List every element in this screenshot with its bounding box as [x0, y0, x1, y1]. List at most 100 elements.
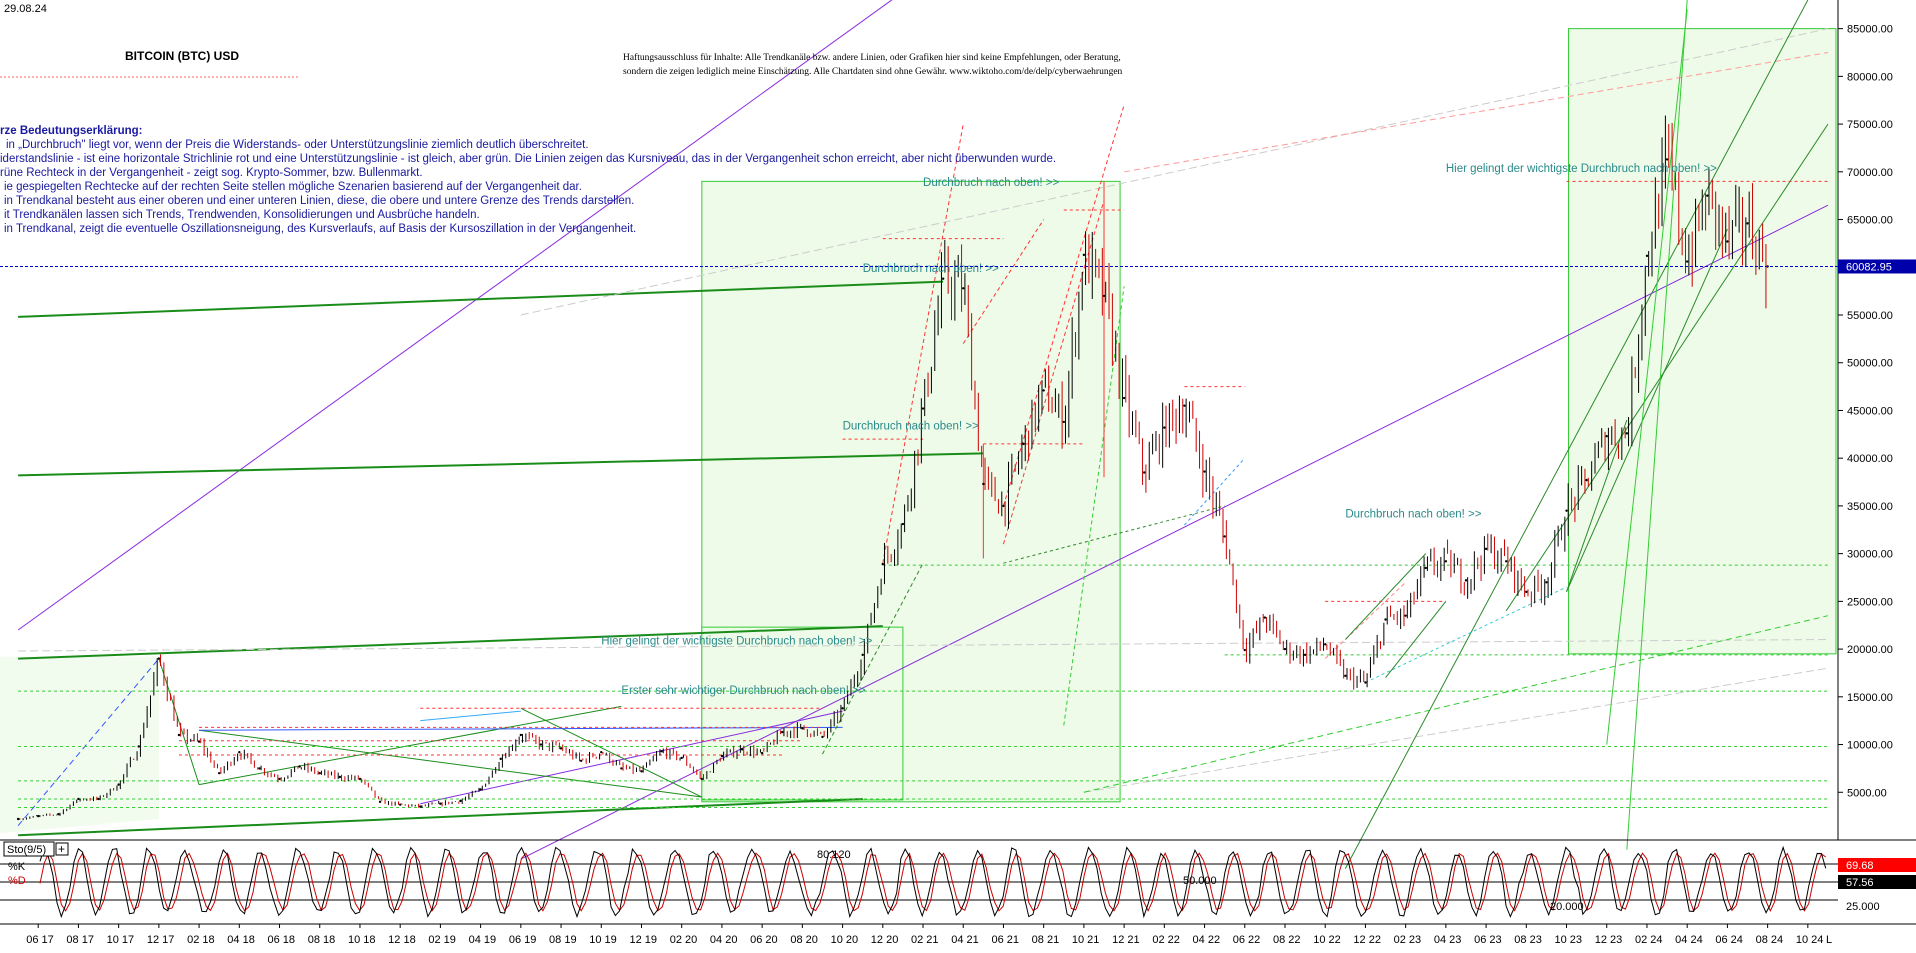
- x-tick-label: 12 21: [1112, 934, 1140, 946]
- price-point: [479, 788, 482, 791]
- x-tick-label: 04 22: [1193, 934, 1221, 946]
- price-point: [499, 757, 502, 761]
- x-tick-label: 02 24: [1635, 934, 1663, 946]
- legend-line-6: it Trendkanälen lassen sich Trends, Tren…: [4, 209, 480, 221]
- price-point: [1464, 579, 1468, 582]
- annotation-text: Durchbruch nach oben! >>: [863, 263, 999, 275]
- y-tick-label: 85000.00: [1847, 24, 1893, 36]
- price-point: [258, 767, 261, 770]
- x-tick-label: 08 23: [1514, 934, 1542, 946]
- x-tick-label: 02 19: [428, 934, 456, 946]
- price-point: [398, 803, 402, 806]
- bear-line: [158, 658, 200, 785]
- x-tick-label: 10 20: [831, 934, 859, 946]
- y-tick-label: 45000.00: [1847, 405, 1893, 417]
- price-point: [861, 653, 864, 657]
- y-tick-label: 50000.00: [1847, 358, 1893, 370]
- price-point: [358, 777, 362, 781]
- y-tick-label: 25000.00: [1847, 596, 1893, 608]
- price-point: [559, 747, 563, 750]
- x-tick-label: 04 23: [1434, 934, 1462, 946]
- y-tick-label: 75000.00: [1847, 119, 1893, 131]
- x-tick-label: 12 19: [629, 934, 657, 946]
- x-tick-label: 06 20: [750, 934, 778, 946]
- x-tick-label: 06 23: [1474, 934, 1502, 946]
- osc-k-line: [39, 845, 1827, 919]
- channel-2024-upper: [1344, 0, 1809, 869]
- price-point: [519, 733, 523, 737]
- annotation-text: Hier gelingt der wichtigste Durchbruch n…: [601, 635, 872, 647]
- price-point: [1504, 560, 1508, 563]
- price-point: [1746, 222, 1749, 225]
- date-label: 29.08.24: [4, 3, 47, 15]
- x-tick-label: 02 21: [911, 934, 939, 946]
- x-tick-label: 12 22: [1353, 934, 1381, 946]
- green-steep-line: [1063, 286, 1125, 726]
- x-tick-label: 06 19: [509, 934, 537, 946]
- price-point: [16, 817, 20, 821]
- red-dashed-line: [1124, 52, 1829, 173]
- channel-2024-mid: [1505, 123, 1829, 612]
- price-point: [680, 756, 683, 760]
- green-base-line: [18, 797, 863, 837]
- x-tick-label: 04 20: [710, 934, 738, 946]
- osc-k-box: [1838, 858, 1916, 872]
- legend-line-4: ie gespiegelten Rechtecke auf der rechte…: [4, 181, 582, 193]
- price-point: [620, 767, 623, 770]
- y-tick-label: 5000.00: [1847, 787, 1887, 799]
- price-point: [1484, 547, 1488, 551]
- price-point: [1062, 420, 1065, 424]
- legend-line-1: in „Durchbruch" liegt vor, wenn der Prei…: [6, 139, 589, 151]
- legend-line-5: in Trendkanal besteht aus einer oberen u…: [4, 195, 634, 207]
- price-point: [157, 657, 161, 660]
- x-tick-label: 12 23: [1595, 934, 1623, 946]
- osc-add-button[interactable]: [55, 842, 69, 856]
- annotation-text: Durchbruch nach oben! >>: [1345, 508, 1481, 520]
- price-point: [1665, 158, 1669, 161]
- x-tick-label: 08 20: [790, 934, 818, 946]
- osc-label-box[interactable]: [3, 841, 55, 857]
- price-point: [1203, 470, 1206, 473]
- cyan-line: [420, 710, 521, 722]
- current-price-label: 60082.95: [1846, 261, 1892, 273]
- price-point: [781, 730, 784, 734]
- price-point: [881, 562, 885, 566]
- channel-2023: [1385, 601, 1447, 679]
- current-price-box: [1838, 259, 1916, 274]
- osc-label: Sto(9/5): [7, 844, 46, 856]
- price-point: [640, 770, 643, 773]
- osc-d-value: 57.56: [1846, 877, 1874, 889]
- purple-short-line: [420, 710, 843, 805]
- green-resistance-line: [18, 452, 984, 477]
- price-point: [177, 733, 181, 737]
- legend-line-2: iderstandslinie - ist eine horizontale S…: [0, 153, 1056, 165]
- bear-line: [198, 705, 622, 786]
- x-tick-label: 10 21: [1072, 934, 1100, 946]
- steep-green-line: [1606, 9, 1688, 745]
- price-point: [1163, 426, 1166, 429]
- x-tick-label: 12 18: [388, 934, 416, 946]
- disclaimer-line-1: Haftungsausschluss für Inhalte: Alle Tre…: [623, 52, 1121, 63]
- price-point: [700, 777, 704, 781]
- chart-title: BITCOIN (BTC) USD: [125, 49, 239, 63]
- price-point: [982, 482, 985, 486]
- x-tick-label: 04 21: [951, 934, 979, 946]
- price-point: [459, 799, 462, 803]
- red-steep-line: [882, 124, 964, 564]
- osc-level-label-top: 80.120: [817, 849, 851, 861]
- x-tick-label: 06 21: [991, 934, 1019, 946]
- price-point: [1605, 435, 1608, 438]
- green-steep-line: [1003, 505, 1225, 564]
- y-tick-label: 20000.00: [1847, 644, 1893, 656]
- x-tick-label: 04 18: [227, 934, 255, 946]
- price-point: [1685, 260, 1689, 263]
- green-dashed-line: [1083, 615, 1829, 793]
- price-point: [1223, 535, 1226, 538]
- red-steep-line: [1002, 200, 1105, 545]
- legend-heading: rze Bedeutungserklärung:: [0, 125, 143, 137]
- y-tick-label: 70000.00: [1847, 167, 1893, 179]
- annotation-text: Hier gelingt der wichtigste Durchbruch n…: [1446, 163, 1717, 175]
- price-point: [1404, 614, 1407, 617]
- osc-axis-label: 25.000: [1846, 901, 1880, 913]
- price-point: [1082, 253, 1086, 257]
